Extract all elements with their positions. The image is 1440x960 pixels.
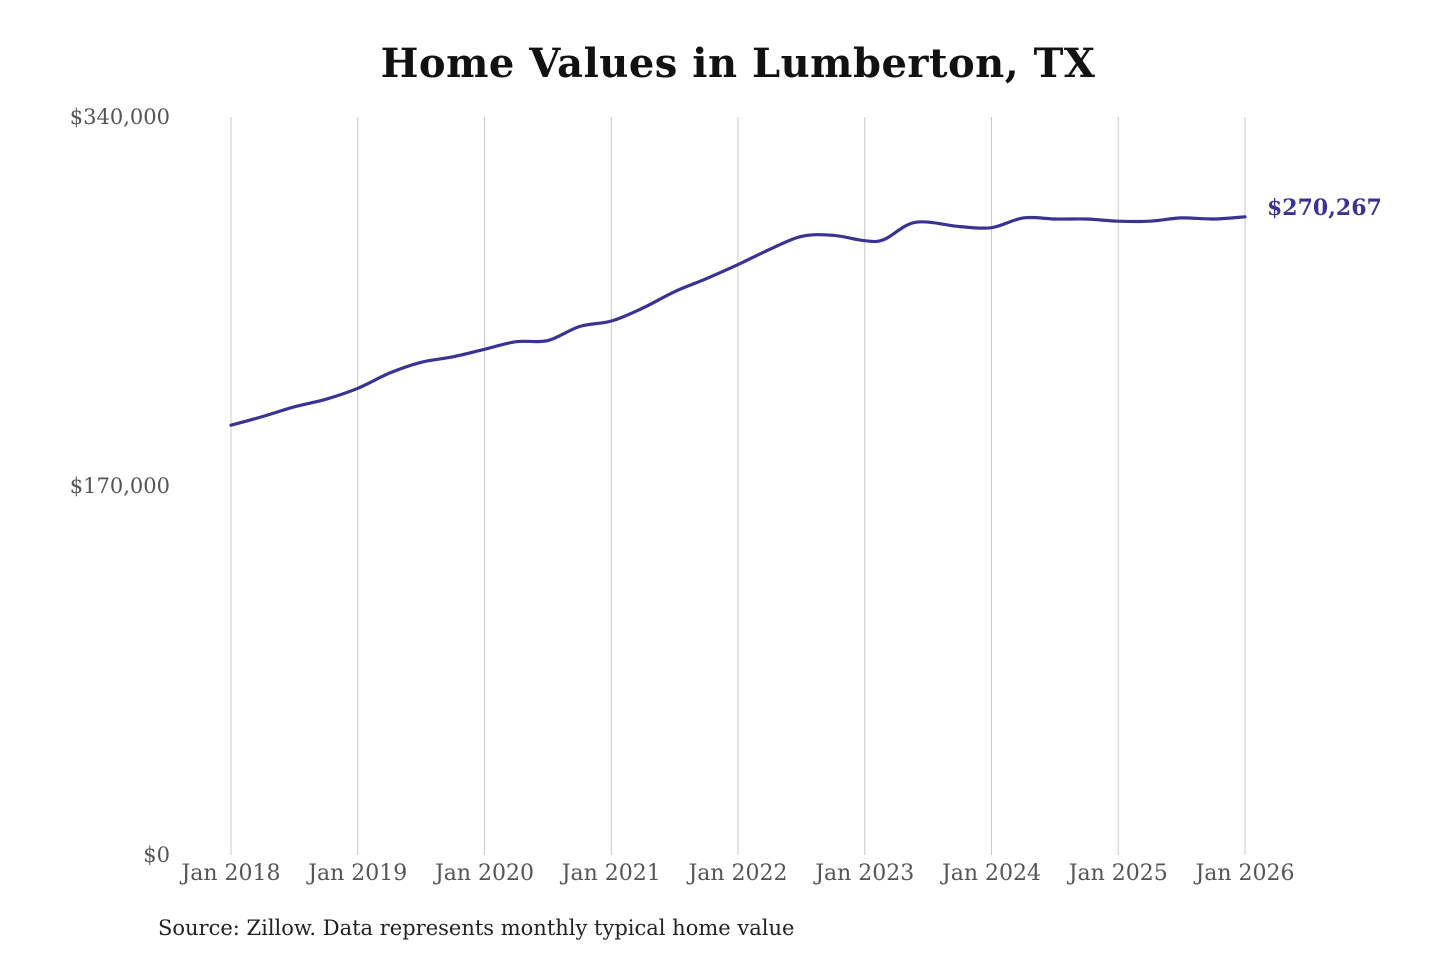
end-value-label: $270,267	[1267, 195, 1382, 221]
chart-title: Home Values in Lumberton, TX	[380, 40, 1096, 87]
x-tick-label: Jan 2026	[1193, 861, 1294, 886]
x-tick-label: Jan 2018	[179, 861, 280, 886]
y-tick-label: $0	[143, 843, 170, 867]
x-tick-label: Jan 2021	[560, 861, 661, 886]
x-tick-label: Jan 2025	[1067, 861, 1168, 886]
x-tick-label: Jan 2023	[813, 861, 914, 886]
x-tick-label: Jan 2024	[940, 861, 1041, 886]
series-line	[229, 215, 1247, 427]
x-tick-label: Jan 2022	[686, 861, 787, 886]
x-tick-label: Jan 2019	[306, 861, 407, 886]
x-tick-label: Jan 2020	[433, 861, 534, 886]
y-tick-label: $340,000	[70, 105, 170, 129]
y-tick-label: $170,000	[70, 474, 170, 498]
source-note: Source: Zillow. Data represents monthly …	[158, 916, 795, 940]
